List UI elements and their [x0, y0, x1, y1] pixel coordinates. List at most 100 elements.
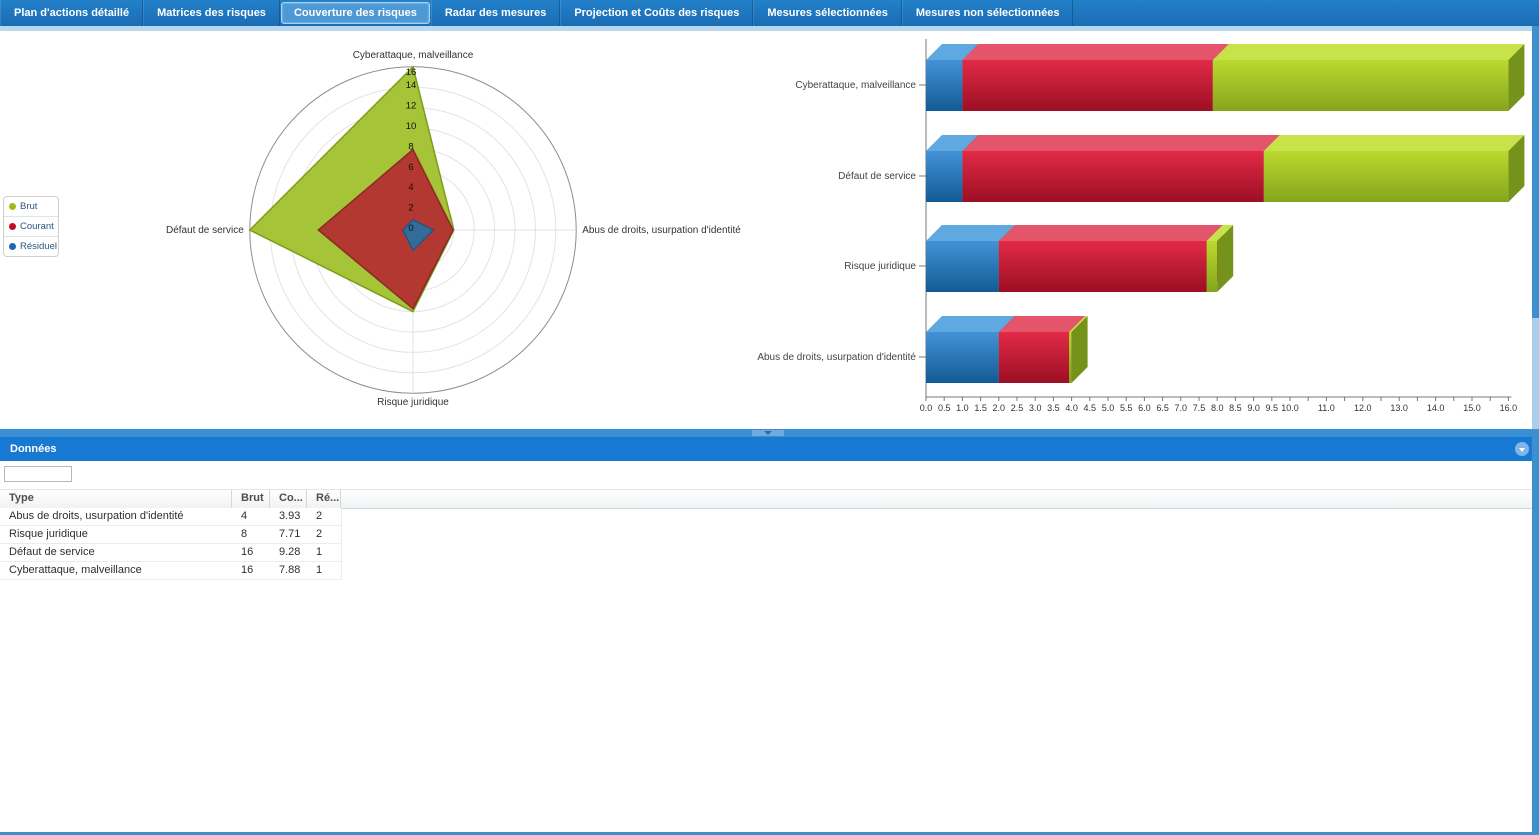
svg-text:Défaut de service: Défaut de service	[838, 171, 916, 182]
svg-text:0.5: 0.5	[938, 403, 951, 413]
svg-text:Cyberattaque, malveillance: Cyberattaque, malveillance	[795, 80, 916, 91]
svg-text:Risque juridique: Risque juridique	[844, 261, 916, 272]
table-cell: Risque juridique	[9, 528, 88, 540]
svg-text:4.5: 4.5	[1084, 403, 1097, 413]
tabbar-bottom-strip	[0, 26, 1539, 31]
svg-text:Cyberattaque, malveillance: Cyberattaque, malveillance	[353, 50, 474, 61]
bar-chart: 0.0 0.5 1.0 1.5 2.0 2.5 3.0 3.5 4.0 4.5 5.0 5.5 6.0 6…	[757, 39, 1525, 413]
table-cell: 9.28	[279, 546, 301, 558]
table-cell: 8	[241, 528, 248, 540]
tab-radar-des-mesures[interactable]: Radar des mesures	[430, 0, 561, 26]
svg-text:7.5: 7.5	[1193, 403, 1206, 413]
svg-text:11.0: 11.0	[1318, 403, 1335, 413]
radar-series-r-siduel	[401, 218, 435, 252]
legend-label: Courant	[20, 221, 54, 232]
tab-couverture-des-risques[interactable]: Couverture des risques	[280, 2, 430, 24]
radar-chart: 0 2 4 6 8 10 12 14 16 Cyberattaque, malveillance A…	[166, 50, 741, 408]
panel-collapse-button[interactable]	[1515, 442, 1529, 456]
table-cell: 4	[241, 510, 248, 522]
bar-segment-courant	[998, 225, 1223, 292]
panel-splitter[interactable]	[0, 429, 1539, 437]
table-cell: 7.71	[279, 528, 301, 540]
table-cell: 16	[241, 546, 254, 558]
column-header-brut[interactable]: Brut	[232, 490, 270, 508]
svg-text:5.5: 5.5	[1120, 403, 1133, 413]
svg-text:14.0: 14.0	[1427, 403, 1445, 413]
splitter-collapse-handle[interactable]	[752, 430, 784, 436]
chevron-down-icon	[764, 431, 772, 435]
table-row[interactable]: Risque juridique 8 7.71 2	[0, 526, 341, 544]
bar-segment-brut	[1263, 135, 1525, 202]
svg-text:4: 4	[408, 182, 413, 193]
table-cell: 16	[241, 564, 254, 576]
svg-text:Abus de droits, usurpation d'i: Abus de droits, usurpation d'identité	[757, 352, 916, 363]
svg-text:16.0: 16.0	[1500, 403, 1518, 413]
svg-text:Risque juridique: Risque juridique	[377, 397, 449, 408]
svg-text:5.0: 5.0	[1102, 403, 1115, 413]
radar-series-courant	[317, 148, 454, 310]
table-body: Abus de droits, usurpation d'identité 4 3.…	[0, 508, 342, 580]
tab-plan-d-actions-d-taill[interactable]: Plan d'actions détaillé	[0, 0, 144, 26]
svg-text:15.0: 15.0	[1463, 403, 1481, 413]
bar-segment-courant	[962, 44, 1229, 111]
table-row[interactable]: Défaut de service 16 9.28 1	[0, 544, 341, 562]
table-cell: Défaut de service	[9, 546, 95, 558]
radar-legend: Brut Courant Résiduel	[3, 196, 59, 257]
svg-text:8.5: 8.5	[1229, 403, 1242, 413]
svg-text:8.0: 8.0	[1211, 403, 1224, 413]
svg-text:8: 8	[408, 141, 413, 152]
svg-text:Abus de droits, usurpation d'i: Abus de droits, usurpation d'identité	[582, 225, 741, 236]
legend-dot-icon	[9, 223, 16, 230]
table-row[interactable]: Abus de droits, usurpation d'identité 4 3.…	[0, 508, 341, 526]
svg-text:10: 10	[406, 121, 417, 132]
tab-matrices-des-risques[interactable]: Matrices des risques	[143, 0, 280, 26]
column-header-type[interactable]: Type	[0, 490, 232, 508]
svg-text:0: 0	[408, 223, 413, 234]
legend-dot-icon	[9, 243, 16, 250]
svg-text:0.0: 0.0	[920, 403, 933, 413]
svg-text:13.0: 13.0	[1390, 403, 1408, 413]
svg-text:6.0: 6.0	[1138, 403, 1151, 413]
svg-text:14: 14	[406, 80, 417, 91]
legend-item-brut[interactable]: Brut	[4, 197, 58, 216]
bar-segment-brut	[1212, 44, 1525, 111]
svg-text:Défaut de service: Défaut de service	[166, 225, 244, 236]
data-panel-header: Données	[0, 437, 1539, 461]
svg-text:12: 12	[406, 101, 417, 112]
tab-mesures-non-s-lectionn-es[interactable]: Mesures non sélectionnées	[901, 0, 1074, 26]
table-header: Type Brut Co... Ré...	[0, 489, 1539, 509]
table-row[interactable]: Cyberattaque, malveillance 16 7.88 1	[0, 562, 341, 580]
table-cell: 2	[316, 510, 323, 522]
column-header-r[interactable]: Ré...	[307, 490, 341, 508]
table-cell: Cyberattaque, malveillance	[9, 564, 142, 576]
horizontal-scrollbar[interactable]	[0, 832, 1539, 835]
tab-bar: Plan d'actions détaillé Matrices des risq…	[0, 0, 1539, 26]
svg-text:4.0: 4.0	[1065, 403, 1078, 413]
svg-text:7.0: 7.0	[1175, 403, 1188, 413]
panel-title: Données	[10, 443, 57, 455]
data-filter-input[interactable]	[4, 466, 72, 482]
svg-text:2.0: 2.0	[993, 403, 1006, 413]
column-header-co[interactable]: Co...	[270, 490, 307, 508]
charts-canvas: 0 2 4 6 8 10 12 14 16 Cyberattaque, malveillance A…	[166, 39, 1525, 413]
bar-segment-brut	[1206, 225, 1234, 292]
svg-text:9.0: 9.0	[1247, 403, 1260, 413]
vertical-scrollbar[interactable]	[1532, 26, 1539, 835]
legend-item-courant[interactable]: Courant	[4, 216, 58, 236]
svg-text:6.5: 6.5	[1156, 403, 1169, 413]
vertical-scrollbar-track[interactable]	[1532, 318, 1539, 429]
chevron-down-icon	[1519, 447, 1525, 452]
svg-text:16: 16	[406, 67, 417, 78]
svg-text:3.0: 3.0	[1029, 403, 1042, 413]
table-cell: 1	[316, 546, 323, 558]
legend-label: Brut	[20, 201, 38, 212]
svg-text:9.5: 9.5	[1266, 403, 1279, 413]
legend-item-r-siduel[interactable]: Résiduel	[4, 236, 58, 256]
tab-mesures-s-lectionn-es[interactable]: Mesures sélectionnées	[753, 0, 902, 26]
svg-text:3.5: 3.5	[1047, 403, 1060, 413]
table-cell: 2	[316, 528, 323, 540]
bar-segment-brut	[1069, 316, 1088, 383]
tab-projection-et-co-ts-des-risques[interactable]: Projection et Coûts des risques	[560, 0, 754, 26]
svg-text:2: 2	[408, 203, 413, 214]
